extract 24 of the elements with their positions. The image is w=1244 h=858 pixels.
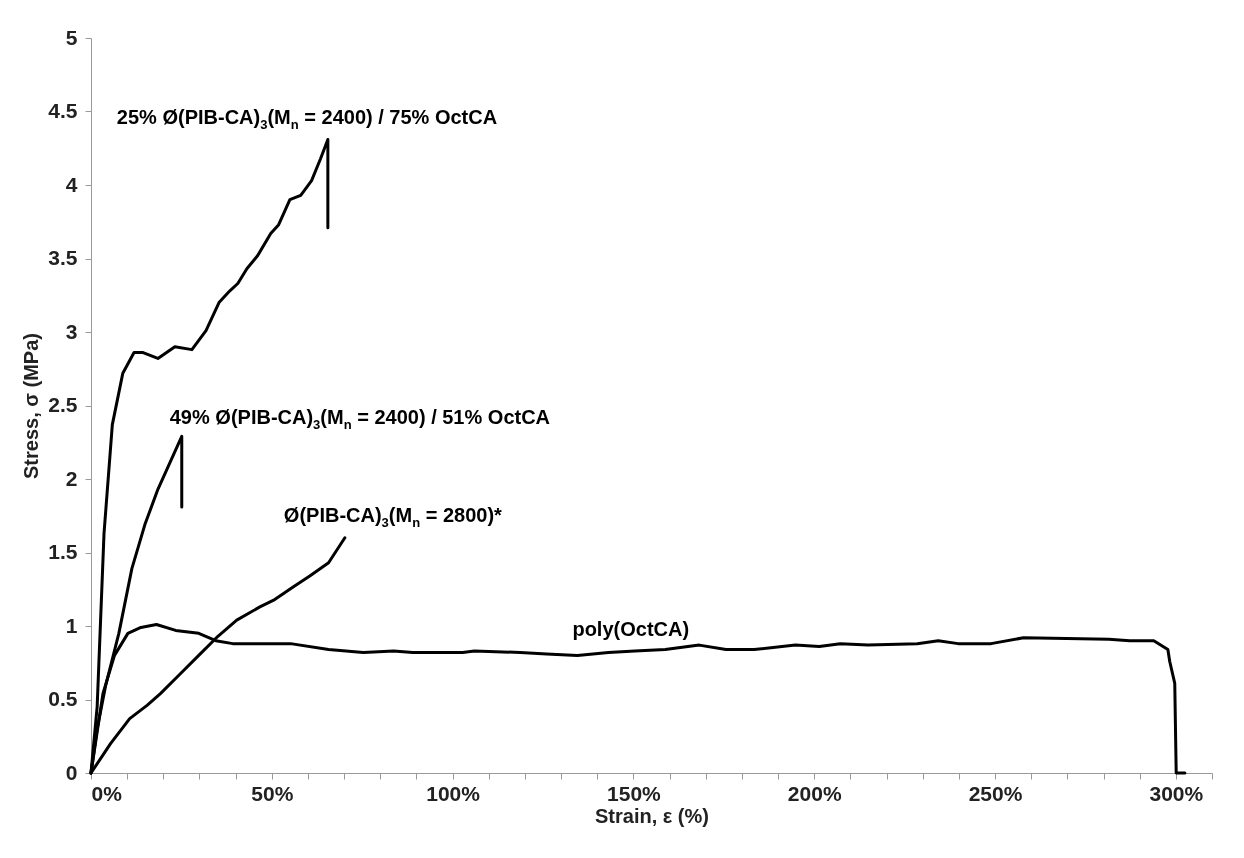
y-tick-label: 0.5 <box>48 687 78 710</box>
y-tick-label: 3.5 <box>48 246 78 269</box>
y-tick-label: 4.5 <box>48 99 78 122</box>
x-tick-label: 250% <box>968 781 1023 805</box>
y-tick-label: 5 <box>65 25 78 49</box>
x-tick-label: 50% <box>251 781 294 805</box>
x-tick-label: 300% <box>1149 781 1204 805</box>
x-axis-title: Strain, ε (%) <box>595 804 709 827</box>
y-tick-label: 1.5 <box>48 540 78 563</box>
y-tick-label: 2.5 <box>48 393 78 416</box>
y-tick-label: 2 <box>65 466 78 490</box>
x-tick-label: 200% <box>787 781 842 805</box>
y-tick-label: 0 <box>65 760 78 784</box>
series-label: 49% Ø(PIB-CA)$_{3}$(M$_{n}$ = 2400) / 51% OctCA <box>169 406 551 433</box>
text: Ø(PIB-CA)$_{3}$(M$_{n}$ = 2800)* <box>283 503 502 530</box>
series-label: 25% Ø(PIB-CA)$_{3}$(M$_{n}$ = 2400) / 75% OctCA <box>116 106 498 133</box>
y-axis-title: Stress, σ (MPa) <box>20 333 43 479</box>
series-label: poly(OctCA) <box>572 617 690 640</box>
y-tick-label: 4 <box>65 172 78 196</box>
y-tick-label: 1 <box>65 613 78 637</box>
x-tick-label: 150% <box>607 781 662 805</box>
x-tick-label: 0% <box>91 781 123 805</box>
y-tick-label: 3 <box>65 319 78 343</box>
x-tick-label: 100% <box>426 781 481 805</box>
